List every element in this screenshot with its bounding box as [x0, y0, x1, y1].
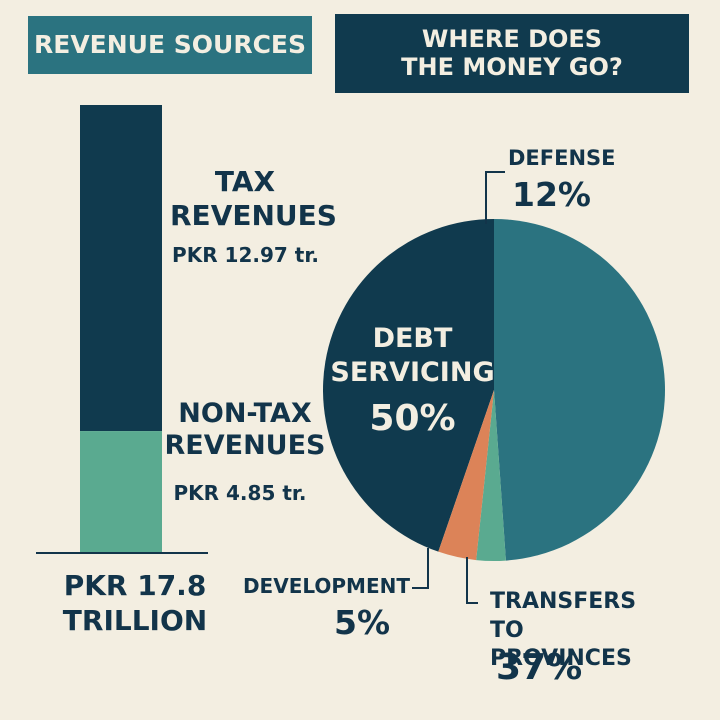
tax-revenues-label: TAX REVENUES	[170, 165, 337, 232]
revenue-sources-header: REVENUE SOURCES	[28, 16, 312, 74]
spending-title-line2: THE MONEY GO?	[401, 52, 623, 81]
debt-label-line2: SERVICING	[330, 356, 495, 388]
debt-servicing-label: DEBT SERVICING 50%	[330, 322, 495, 441]
revenue-sources-title: REVENUE SOURCES	[34, 29, 306, 59]
tax-label-line2: REVENUES	[170, 198, 337, 232]
revenue-total: PKR 17.8 TRILLION	[40, 568, 230, 638]
total-line1: PKR 17.8	[63, 569, 207, 602]
spending-title-line1: WHERE DOES	[421, 24, 603, 53]
pie-slice-development	[476, 390, 506, 561]
defense-pct: 12%	[512, 175, 591, 214]
pie-slice-defense	[438, 390, 494, 561]
tax-revenues-value: PKR 12.97 tr.	[172, 243, 319, 267]
debt-label-line1: DEBT	[372, 323, 453, 354]
development-label: DEVELOPMENT	[242, 574, 410, 598]
transfers-leader-line	[466, 557, 478, 604]
nontax-revenues-value: PKR 4.85 tr.	[173, 481, 307, 505]
nontax-label-line1: NON-TAX	[178, 398, 312, 429]
debt-pct: 50%	[369, 397, 456, 439]
tax-label-line1: TAX	[214, 165, 276, 198]
development-pct: 5%	[333, 603, 391, 642]
development-leader-line	[412, 548, 429, 589]
nontax-revenues-label: NON-TAX REVENUES	[160, 398, 330, 463]
spending-header: WHERE DOES THE MONEY GO?	[335, 14, 689, 93]
spending-pie	[323, 219, 665, 561]
transfers-label-line2: PROVINCES	[490, 646, 632, 672]
defense-label: DEFENSE	[508, 146, 616, 170]
nontax-label-line2: REVENUES	[164, 430, 326, 462]
revenue-bar	[36, 105, 208, 554]
transfers-label-line1: TRANSFERS TO	[490, 589, 637, 643]
transfers-pct: 37%	[496, 647, 583, 688]
bar-segment-tax	[80, 105, 162, 432]
transfers-label: TRANSFERS TO PROVINCES	[490, 588, 665, 674]
total-line2: TRILLION	[62, 604, 208, 637]
bar-segment-nontax	[80, 431, 162, 553]
pie-slice-transfers	[494, 219, 665, 561]
defense-leader-line	[485, 171, 505, 224]
pie-slice-debt-servicing	[323, 219, 494, 552]
